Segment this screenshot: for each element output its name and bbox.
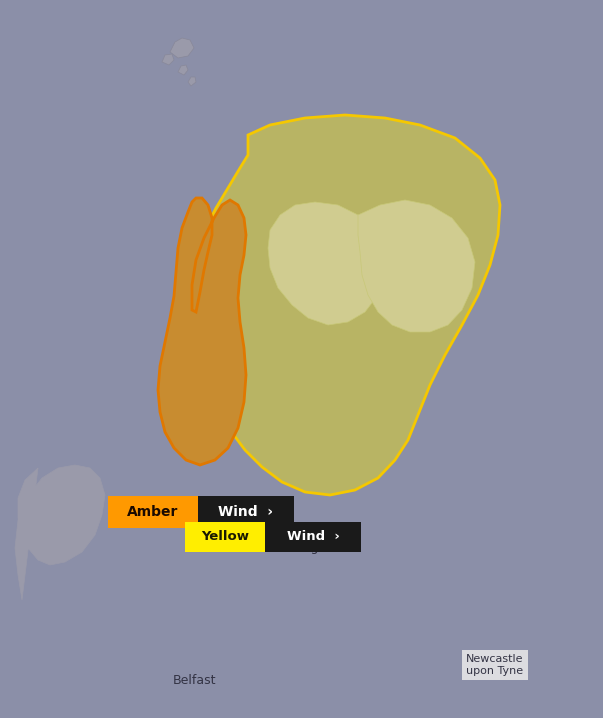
Polygon shape — [15, 465, 105, 600]
Polygon shape — [158, 198, 246, 465]
Bar — [198, 496, 294, 528]
Text: Glasgow: Glasgow — [283, 541, 336, 554]
Text: Wind  ›: Wind › — [218, 505, 274, 519]
Bar — [185, 522, 265, 552]
Text: Belfast: Belfast — [173, 673, 216, 686]
Text: Amber: Amber — [127, 505, 178, 519]
Polygon shape — [170, 38, 194, 58]
Polygon shape — [178, 65, 188, 75]
Polygon shape — [358, 200, 475, 332]
Polygon shape — [268, 202, 385, 325]
Text: Newcastle
upon Tyne: Newcastle upon Tyne — [466, 654, 524, 676]
Text: Wind  ›: Wind › — [286, 531, 339, 544]
Polygon shape — [192, 115, 500, 495]
Text: Yellow: Yellow — [201, 531, 249, 544]
Polygon shape — [162, 54, 174, 65]
Bar — [108, 496, 198, 528]
Polygon shape — [188, 77, 196, 86]
Bar — [265, 522, 361, 552]
